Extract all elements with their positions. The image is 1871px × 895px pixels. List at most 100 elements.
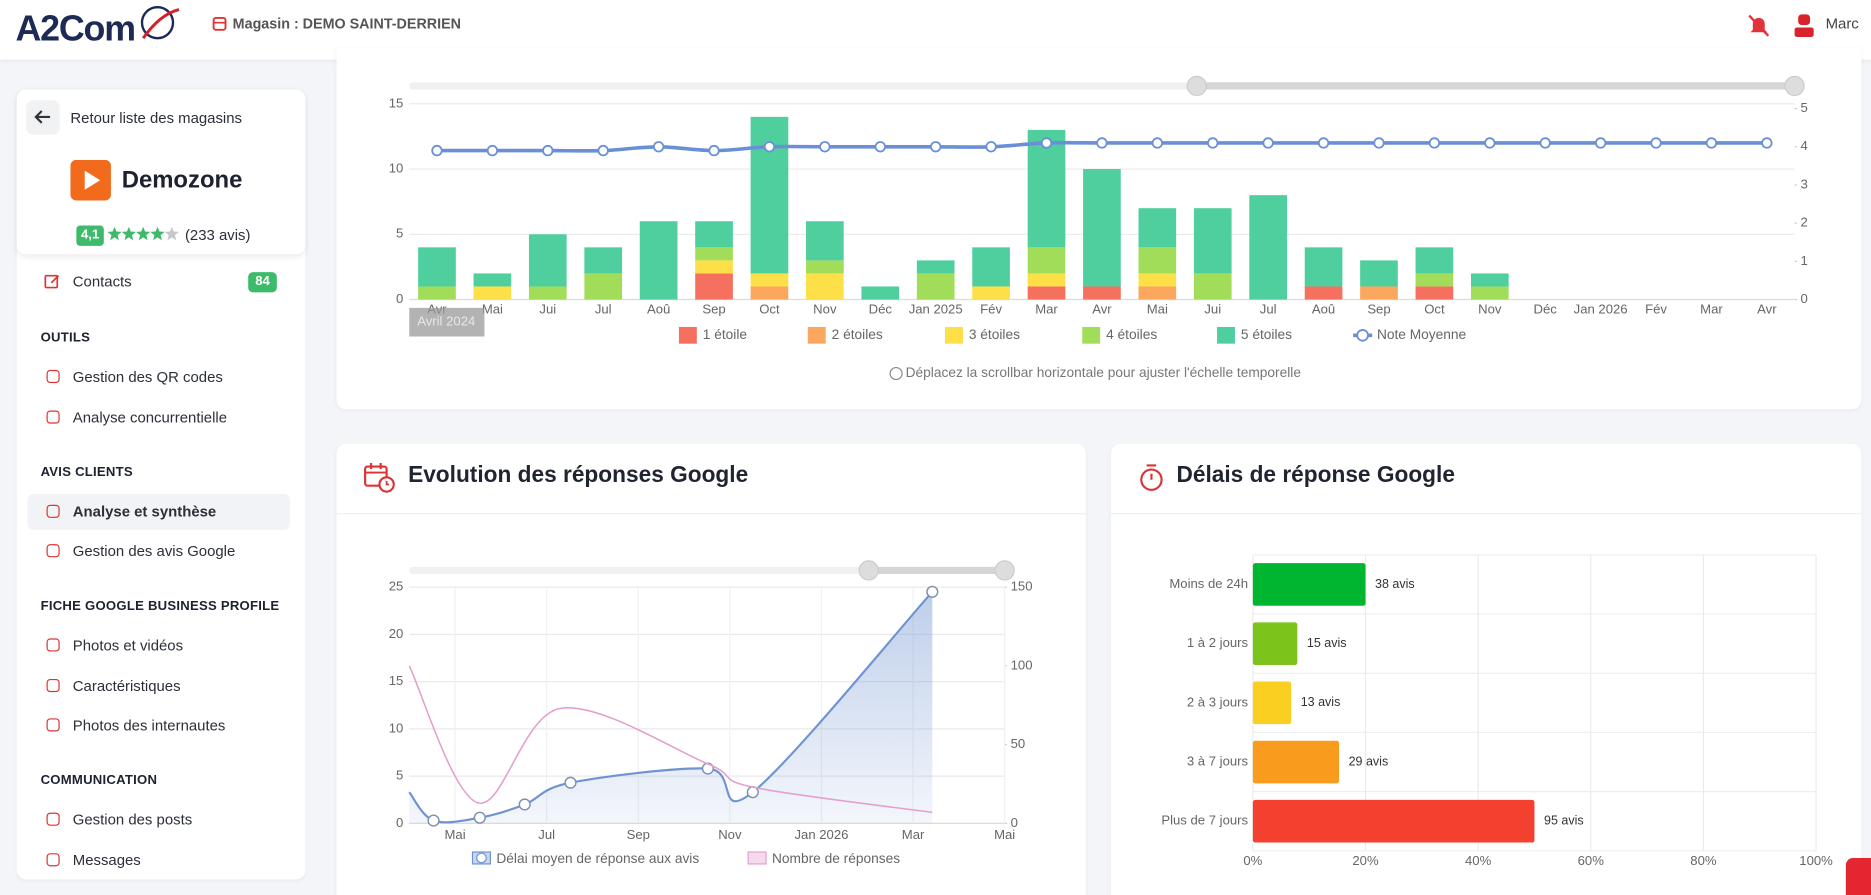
bar-segment — [1304, 247, 1343, 287]
y2-tick-label: 5 — [1801, 100, 1808, 115]
y-tick-label: 3 à 7 jours — [1187, 754, 1249, 769]
timer-icon — [1140, 464, 1163, 491]
legend-swatch — [1217, 326, 1235, 344]
bar-segment — [473, 273, 512, 287]
y-tick-label: 15 — [389, 95, 404, 110]
nav-item[interactable]: Gestion des avis Google — [72, 542, 236, 560]
x-tick-label: Mar — [1700, 302, 1723, 317]
line — [408, 665, 933, 814]
y-tick-label: 5 — [396, 768, 403, 783]
nav-item[interactable]: Photos et vidéos — [72, 637, 184, 654]
line-point — [1317, 137, 1330, 149]
bar-segment — [1360, 260, 1398, 287]
line-point — [1096, 137, 1108, 149]
x-tick-label: Sep — [627, 827, 650, 842]
y2-tick-label: 150 — [1011, 579, 1033, 594]
bar-segment — [1138, 286, 1177, 300]
y-tick-label: 2 à 3 jours — [1187, 694, 1249, 709]
notifications-off[interactable] — [1746, 12, 1772, 38]
line — [408, 591, 934, 824]
legend-swatch — [678, 326, 697, 344]
y-tick-label: 0 — [396, 291, 403, 306]
bar-segment — [1027, 129, 1066, 248]
nav-item[interactable]: Gestion des QR codes — [72, 368, 223, 386]
x-tick-label: 100% — [1799, 853, 1833, 868]
x-tick-label: Mai — [1147, 302, 1168, 317]
y-tick-label: 10 — [389, 720, 404, 735]
x-tick-label: Mar — [902, 827, 925, 842]
line-point — [597, 144, 609, 157]
line-point — [431, 144, 443, 157]
line-point — [652, 141, 665, 153]
scrollbar-handle — [858, 560, 879, 581]
line-point — [1151, 137, 1164, 149]
bar-segment — [1193, 273, 1232, 300]
nav-item[interactable]: Caractéristiques — [72, 677, 181, 694]
x-tick-label: Mai — [445, 827, 466, 842]
back-link[interactable]: Retour liste des magasins — [70, 109, 243, 127]
nav-icon — [46, 544, 60, 558]
nav-icon — [46, 369, 60, 384]
x-tick-label: Nov — [813, 302, 837, 317]
x-tick-label: Nov — [718, 827, 742, 842]
back-arrow — [34, 110, 51, 124]
bar-segment — [528, 286, 567, 300]
bar-segment — [806, 221, 844, 261]
bar — [1252, 740, 1340, 784]
user-icon[interactable] — [1792, 12, 1816, 38]
y-tick-label: Plus de 7 jours — [1161, 813, 1248, 828]
area — [409, 591, 933, 824]
contacts-link[interactable]: Contacts — [72, 273, 132, 290]
bar-segment — [1027, 286, 1066, 300]
x-tick-label: Avr — [1757, 302, 1777, 317]
legend-swatch — [747, 851, 767, 865]
y2-tick-label: 0 — [1801, 291, 1808, 306]
nav-item[interactable]: Messages — [72, 851, 141, 869]
card-divider — [336, 513, 1086, 515]
store-icon — [212, 16, 227, 31]
logo[interactable]: A2Com — [15, 9, 137, 49]
y2-tick-label: 100 — [1011, 657, 1033, 672]
x-tick-label: Jul — [595, 302, 612, 317]
business-name: Demozone — [121, 167, 243, 194]
card-title: Evolution des réponses Google — [408, 463, 749, 489]
line-point — [1262, 137, 1274, 149]
bar-segment — [1470, 273, 1509, 287]
calendar-icon — [364, 463, 395, 493]
bar-segment — [695, 260, 733, 274]
legend-label: 1 étoile — [703, 327, 748, 342]
line-point — [564, 776, 577, 789]
line-point — [1594, 137, 1607, 149]
bar-segment — [1027, 247, 1066, 274]
nav-item[interactable]: Analyse et synthèse — [72, 502, 217, 520]
x-tick-label: Aoû — [1312, 302, 1335, 317]
nav-item[interactable]: Analyse concurrentielle — [72, 408, 228, 426]
nav-item[interactable]: Gestion des posts — [72, 811, 193, 829]
scroll-top-button[interactable] — [1845, 857, 1871, 895]
user-name[interactable]: Marc — [1825, 15, 1859, 33]
nav-section-title: FICHE GOOGLE BUSINESS PROFILE — [40, 599, 280, 614]
line-point — [1484, 137, 1496, 149]
rating: 4,1 — [76, 225, 104, 246]
x-tick-label: Avr — [1092, 302, 1112, 317]
bar-count-label: 15 avis — [1307, 636, 1347, 650]
line-point — [1373, 137, 1385, 149]
bar-segment — [1304, 286, 1343, 300]
nav-item[interactable]: Photos des internautes — [72, 717, 226, 734]
legend-swatch — [1082, 326, 1101, 344]
y-tick-label: 0 — [396, 815, 403, 830]
line-point — [473, 811, 486, 824]
bar-segment — [1470, 286, 1509, 300]
scrollbar-handle — [994, 560, 1015, 581]
bar-segment — [639, 221, 678, 300]
x-tick-label: 0% — [1243, 853, 1262, 868]
bar-segment — [916, 273, 955, 300]
bar-count-label: 38 avis — [1375, 577, 1415, 591]
scrollbar-thumb — [868, 566, 1005, 574]
x-tick-label: Jan 2026 — [794, 827, 848, 842]
bar-segment — [418, 247, 456, 287]
x-tick-label: Oct — [1424, 302, 1445, 317]
bar-count-label: 95 avis — [1544, 814, 1584, 828]
x-tick-label: Jul — [1260, 302, 1277, 317]
